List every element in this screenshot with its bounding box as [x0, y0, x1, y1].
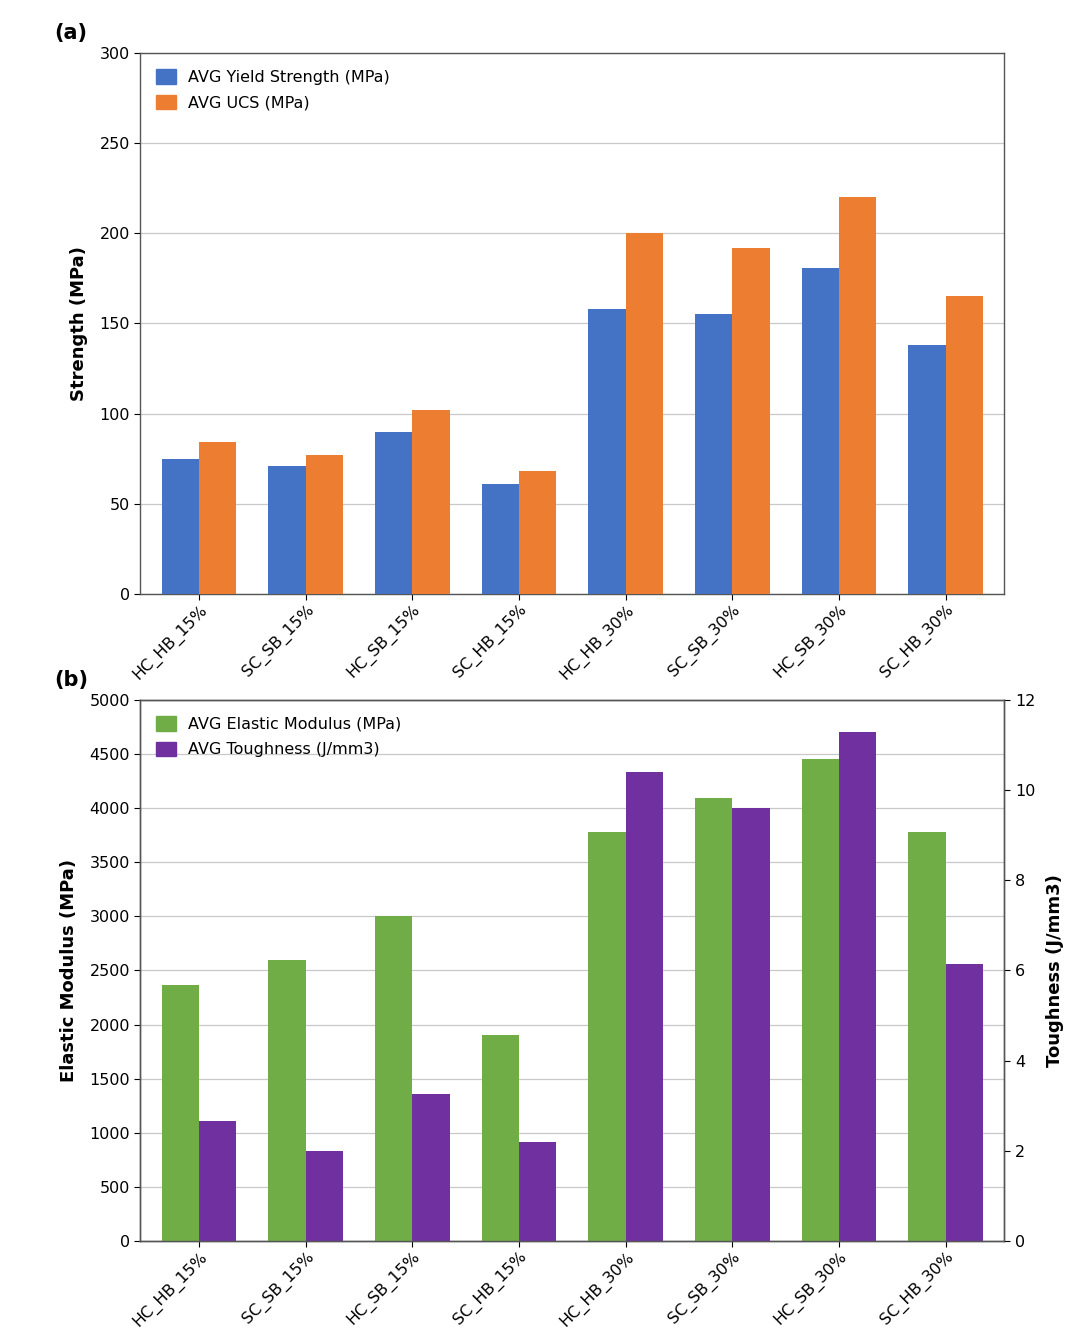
Bar [801, 759, 839, 1241]
Legend: AVG Yield Strength (MPa), AVG UCS (MPa): AVG Yield Strength (MPa), AVG UCS (MPa) [148, 61, 399, 119]
Bar [946, 963, 983, 1241]
Bar [306, 1150, 343, 1241]
Bar [482, 484, 519, 594]
Bar [625, 233, 663, 594]
Bar [375, 431, 413, 594]
Bar [519, 471, 556, 594]
Bar [732, 248, 770, 594]
Y-axis label: Strength (MPa): Strength (MPa) [70, 245, 89, 402]
Bar [801, 268, 839, 594]
Bar [839, 197, 876, 594]
Bar [413, 1094, 449, 1241]
Bar [696, 315, 732, 594]
Bar [519, 1142, 556, 1241]
Bar [162, 459, 199, 594]
Bar [375, 916, 413, 1241]
Bar [908, 346, 946, 594]
Bar [199, 1122, 237, 1241]
Legend: AVG Elastic Modulus (MPa), AVG Toughness (J/mm3): AVG Elastic Modulus (MPa), AVG Toughness… [148, 708, 409, 766]
Bar [908, 832, 946, 1241]
Bar [199, 443, 237, 594]
Bar [162, 984, 199, 1241]
Bar [482, 1035, 519, 1241]
Y-axis label: Toughness (J/mm3): Toughness (J/mm3) [1047, 874, 1064, 1067]
Bar [589, 832, 625, 1241]
Bar [732, 808, 770, 1241]
Bar [839, 732, 876, 1241]
Bar [946, 296, 983, 594]
Text: (b): (b) [54, 670, 87, 690]
Bar [306, 455, 343, 594]
Bar [413, 410, 449, 594]
Bar [269, 466, 306, 594]
Bar [589, 309, 625, 594]
Bar [696, 798, 732, 1241]
Bar [269, 959, 306, 1241]
Text: (a): (a) [54, 23, 87, 43]
Y-axis label: Elastic Modulus (MPa): Elastic Modulus (MPa) [60, 859, 78, 1082]
Bar [625, 772, 663, 1241]
